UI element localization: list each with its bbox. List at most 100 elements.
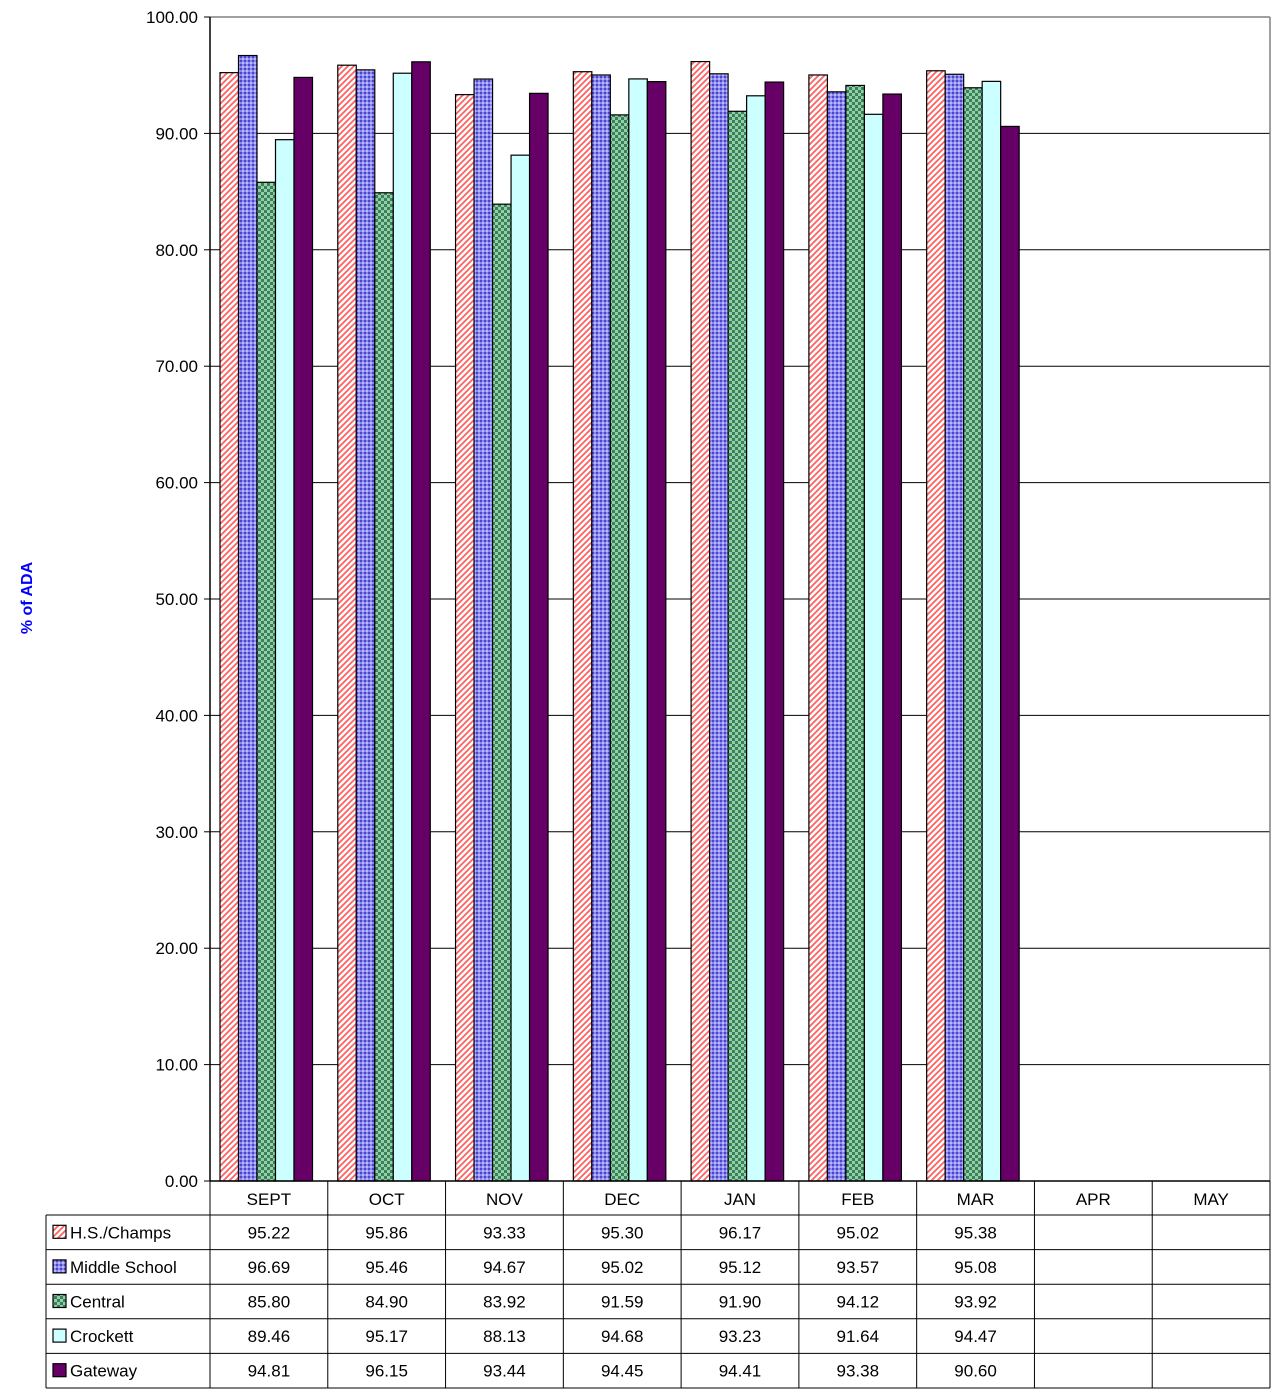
table-cell: 93.23 <box>719 1327 762 1346</box>
legend-entry: H.S./Champs <box>70 1223 171 1242</box>
table-cell: 95.02 <box>837 1223 880 1242</box>
y-tick-label: 50.00 <box>155 590 198 609</box>
table-cell: 94.41 <box>719 1362 762 1381</box>
table-cell: 95.30 <box>601 1223 644 1242</box>
bar-h-s-champs-sept <box>219 72 240 1182</box>
table-cell: 95.02 <box>601 1258 644 1277</box>
bar-gateway-oct <box>411 61 431 1182</box>
legend-swatch <box>52 1224 67 1239</box>
bar-crockett-dec <box>628 78 648 1182</box>
x-tick-label: MAR <box>957 1190 995 1209</box>
bar-h-s-champs-feb <box>808 74 828 1182</box>
bar-middle-school-mar <box>944 73 965 1182</box>
legend-swatch <box>52 1293 67 1309</box>
y-tick-label: 70.00 <box>155 357 198 376</box>
bar-gateway-nov <box>528 92 549 1182</box>
bar-middle-school-sept <box>237 54 258 1182</box>
table-cell: 93.44 <box>483 1362 526 1381</box>
x-tick-label: NOV <box>486 1190 524 1209</box>
bar-gateway-dec <box>646 81 667 1182</box>
table-cell: 91.59 <box>601 1293 644 1312</box>
y-tick-label: 0.00 <box>165 1172 198 1191</box>
x-tick-label: OCT <box>369 1190 405 1209</box>
table-cell: 93.57 <box>837 1258 880 1277</box>
table-cell: 90.60 <box>954 1362 997 1381</box>
bar-crockett-nov <box>510 154 531 1182</box>
bar-middle-school-dec <box>591 74 611 1182</box>
bar-middle-school-feb <box>826 91 847 1182</box>
y-axis-label: % of ADA <box>19 561 36 634</box>
y-tick-label: 90.00 <box>155 124 198 143</box>
legend-entry: Middle School <box>70 1258 177 1277</box>
bars <box>219 54 1020 1182</box>
bar-middle-school-nov <box>473 78 494 1182</box>
table-cell: 93.92 <box>954 1293 997 1312</box>
bar-middle-school-jan <box>709 73 729 1182</box>
bar-central-dec <box>609 114 630 1182</box>
y-tick-label: 80.00 <box>155 241 198 260</box>
legend-entry: Gateway <box>70 1362 138 1381</box>
y-tick-label: 20.00 <box>155 939 198 958</box>
x-tick-label: JAN <box>724 1190 756 1209</box>
x-tick-label: DEC <box>604 1190 640 1209</box>
bar-middle-school-oct <box>355 69 376 1182</box>
bar-central-nov <box>491 203 512 1182</box>
x-tick-label: APR <box>1076 1190 1111 1209</box>
table-cell: 91.90 <box>719 1293 762 1312</box>
table-cell: 95.17 <box>365 1327 408 1346</box>
table-cell: 95.22 <box>248 1223 291 1242</box>
legend-entry: Crockett <box>70 1327 134 1346</box>
bar-central-oct <box>374 192 394 1182</box>
table-cell: 94.81 <box>248 1362 291 1381</box>
table-cell: 94.12 <box>837 1293 880 1312</box>
table-cell: 83.92 <box>483 1293 526 1312</box>
table-cell: 96.15 <box>365 1362 408 1381</box>
table-cell: 94.67 <box>483 1258 526 1277</box>
bar-central-mar <box>963 87 983 1182</box>
table-cell: 91.64 <box>837 1327 880 1346</box>
table-cell: 84.90 <box>365 1293 408 1312</box>
legend-swatch <box>52 1363 67 1378</box>
table-cell: 95.46 <box>365 1258 408 1277</box>
x-tick-label: MAY <box>1193 1190 1229 1209</box>
bar-gateway-mar <box>1000 125 1020 1182</box>
bar-central-sept <box>256 181 277 1182</box>
axes <box>204 16 1271 1182</box>
y-tick-label: 60.00 <box>155 474 198 493</box>
bar-crockett-jan <box>746 95 766 1182</box>
table-cell: 95.12 <box>719 1258 762 1277</box>
table-cell: 93.38 <box>837 1362 880 1381</box>
bar-crockett-feb <box>863 113 884 1182</box>
table-cell: 96.17 <box>719 1223 762 1242</box>
bar-h-s-champs-oct <box>337 64 357 1182</box>
bar-h-s-champs-nov <box>454 94 475 1182</box>
bar-h-s-champs-dec <box>572 71 593 1182</box>
bar-h-s-champs-mar <box>926 70 946 1182</box>
table-cell: 88.13 <box>483 1327 526 1346</box>
x-tick-label: SEPT <box>247 1190 291 1209</box>
data-table: SEPT OCT NOV DEC JAN FEB MAR APR MAY H.S./Champs 9… <box>45 1180 1271 1389</box>
y-tick-labels: 0.00 10.00 20.00 30.00 40.00 50.00 60.00 70.00 8… <box>146 8 198 1191</box>
table-cell: 94.45 <box>601 1362 644 1381</box>
table-cell: 94.47 <box>954 1327 997 1346</box>
bar-crockett-sept <box>274 139 295 1182</box>
legend-swatch <box>52 1328 67 1343</box>
table-cell: 85.80 <box>248 1293 291 1312</box>
bar-h-s-champs-jan <box>690 60 711 1182</box>
bar-gateway-feb <box>882 93 902 1182</box>
y-tick-label: 10.00 <box>155 1056 198 1075</box>
table-cell: 94.68 <box>601 1327 644 1346</box>
y-tick-label: 30.00 <box>155 823 198 842</box>
table-cell: 96.69 <box>248 1258 291 1277</box>
table-cell: 93.33 <box>483 1223 526 1242</box>
legend-entry: Central <box>70 1293 125 1312</box>
bar-gateway-jan <box>764 81 785 1182</box>
table-cell: 95.86 <box>365 1223 408 1242</box>
y-tick-label: 100.00 <box>146 8 198 27</box>
x-tick-label: FEB <box>841 1190 874 1209</box>
bar-central-feb <box>845 84 865 1182</box>
bar-crockett-oct <box>392 72 413 1182</box>
table-cell: 95.08 <box>954 1258 997 1277</box>
y-tick-label: 40.00 <box>155 706 198 725</box>
